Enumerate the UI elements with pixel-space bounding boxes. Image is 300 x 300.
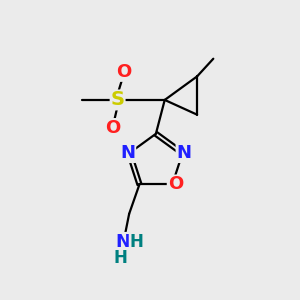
Text: O: O <box>106 119 121 137</box>
Text: O: O <box>168 176 183 194</box>
Text: S: S <box>111 90 124 110</box>
Text: N: N <box>116 233 131 251</box>
Text: H: H <box>130 233 143 251</box>
Text: O: O <box>116 63 131 81</box>
Text: N: N <box>120 144 135 162</box>
Text: N: N <box>176 144 191 162</box>
Text: H: H <box>113 249 127 267</box>
